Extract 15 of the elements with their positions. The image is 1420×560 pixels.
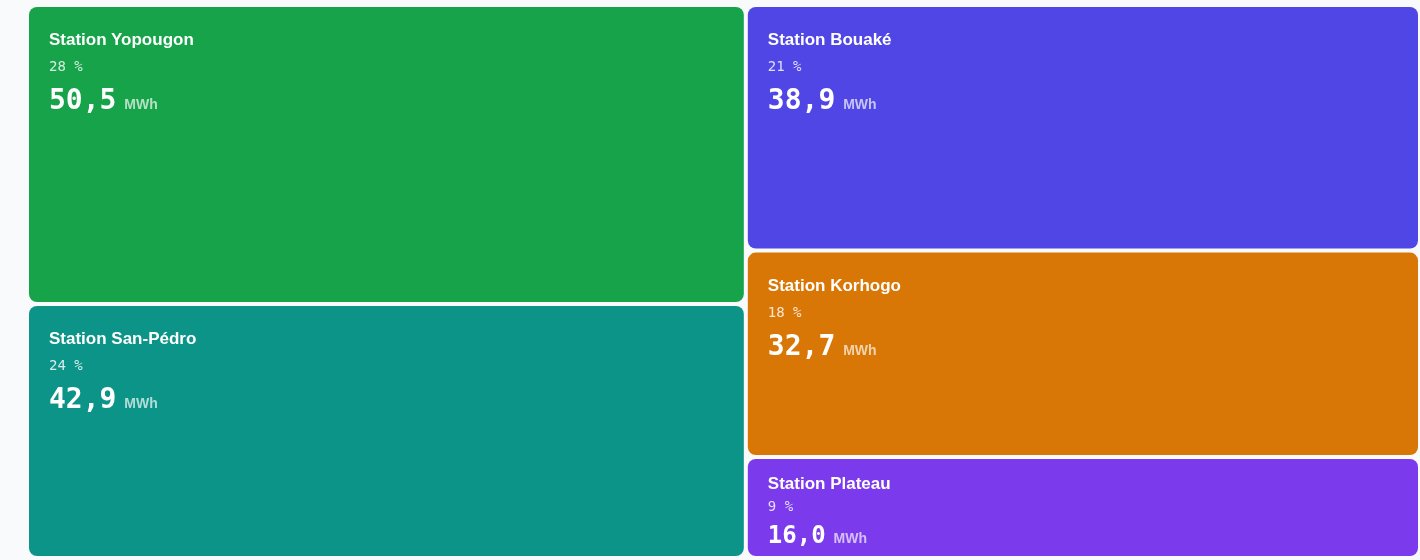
text: 9 % xyxy=(767,498,794,514)
data-label: 50,5 MWh xyxy=(49,83,158,116)
category-label: Station Korhogo xyxy=(767,275,901,295)
category-label: Station Yopougon xyxy=(49,30,194,49)
text: 24 % xyxy=(49,357,83,373)
data-label: 32,7 MWh xyxy=(767,328,877,362)
category-label: Station Plateau xyxy=(767,474,891,493)
category-label: Station San-Pédro xyxy=(49,329,197,348)
data-label: 16,0 MWh xyxy=(767,521,867,549)
category-label: Station Bouaké xyxy=(767,30,892,49)
text: 21 % xyxy=(767,58,802,74)
data-label: 38,9 MWh xyxy=(767,83,877,116)
text: 18 % xyxy=(767,303,802,320)
text: 28 % xyxy=(49,58,83,74)
data-label: 42,9 MWh xyxy=(49,382,158,415)
